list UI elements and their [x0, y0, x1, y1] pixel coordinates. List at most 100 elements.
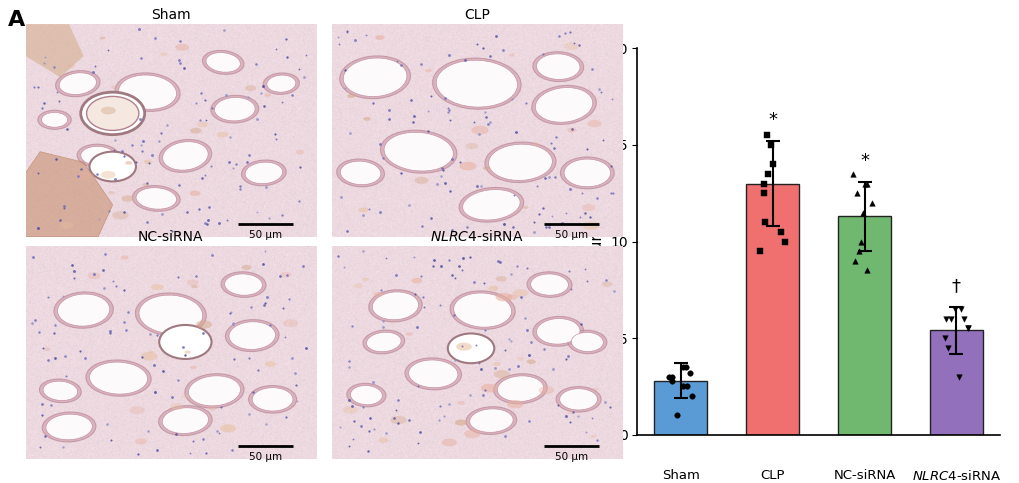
Ellipse shape [190, 366, 197, 369]
Point [274, 212, 290, 219]
Point [266, 130, 282, 138]
Ellipse shape [358, 207, 368, 213]
Ellipse shape [143, 183, 149, 186]
Point [96, 284, 112, 292]
Point [755, 189, 771, 197]
Point [377, 429, 393, 437]
Point [540, 224, 556, 231]
Point [55, 204, 71, 212]
Ellipse shape [531, 85, 596, 125]
Point [135, 138, 151, 145]
Point [462, 392, 478, 399]
Point [277, 333, 293, 341]
Point [579, 277, 595, 284]
Point [494, 46, 511, 54]
Ellipse shape [197, 121, 208, 128]
Point [200, 216, 216, 224]
Point [559, 353, 576, 360]
Point [601, 403, 618, 411]
Ellipse shape [497, 376, 543, 401]
Point [268, 45, 284, 53]
Point [583, 414, 599, 422]
Point [239, 93, 256, 101]
Point [197, 96, 213, 104]
Point [355, 211, 371, 219]
Ellipse shape [453, 293, 512, 327]
Point [24, 253, 41, 260]
Ellipse shape [536, 54, 580, 79]
Point [149, 332, 165, 340]
Ellipse shape [54, 292, 113, 328]
Ellipse shape [120, 256, 128, 260]
Ellipse shape [480, 384, 497, 393]
Point [113, 147, 129, 155]
Point [261, 321, 277, 329]
Point [775, 238, 792, 245]
Point [577, 428, 593, 436]
Point [37, 433, 53, 440]
Text: A: A [8, 10, 25, 29]
Point [147, 388, 163, 396]
Ellipse shape [471, 126, 488, 135]
Point [525, 218, 541, 226]
Point [274, 98, 290, 105]
Ellipse shape [483, 167, 489, 170]
Point [675, 383, 691, 390]
Ellipse shape [42, 113, 67, 127]
Ellipse shape [90, 362, 148, 394]
Point [274, 304, 290, 312]
Point [400, 416, 417, 424]
Ellipse shape [57, 294, 110, 326]
Point [271, 272, 287, 280]
Point [337, 84, 354, 92]
Point [139, 218, 155, 226]
Ellipse shape [414, 177, 428, 184]
Point [56, 202, 72, 210]
Ellipse shape [351, 385, 382, 405]
Ellipse shape [362, 277, 369, 281]
Point [118, 326, 135, 333]
Point [564, 125, 580, 133]
Ellipse shape [532, 52, 583, 82]
Point [375, 317, 391, 325]
Point [410, 382, 426, 390]
Point [178, 208, 195, 216]
Point [332, 423, 348, 430]
Point [684, 392, 700, 400]
Point [52, 216, 68, 224]
Point [171, 59, 187, 67]
Point [471, 130, 487, 138]
Point [55, 292, 71, 300]
Ellipse shape [108, 191, 114, 194]
Point [256, 301, 272, 309]
Ellipse shape [162, 142, 208, 170]
Point [30, 224, 46, 232]
Point [678, 363, 694, 371]
Point [172, 37, 189, 44]
Point [772, 228, 789, 236]
Ellipse shape [211, 95, 259, 123]
Ellipse shape [590, 435, 596, 438]
Point [40, 293, 56, 301]
Ellipse shape [533, 142, 539, 145]
Ellipse shape [214, 98, 255, 121]
Ellipse shape [112, 211, 128, 220]
Point [946, 305, 962, 313]
Point [959, 325, 975, 332]
Point [574, 189, 590, 197]
Point [519, 264, 535, 272]
Point [231, 182, 248, 189]
Point [213, 403, 229, 411]
Point [283, 355, 300, 362]
Point [253, 89, 269, 97]
Point [497, 432, 514, 440]
Text: B: B [557, 33, 575, 53]
Ellipse shape [196, 320, 212, 329]
Point [176, 352, 193, 359]
Ellipse shape [493, 370, 510, 378]
Point [663, 373, 680, 381]
Point [431, 402, 447, 410]
Point [91, 214, 107, 222]
Point [219, 216, 235, 224]
Point [344, 435, 361, 443]
